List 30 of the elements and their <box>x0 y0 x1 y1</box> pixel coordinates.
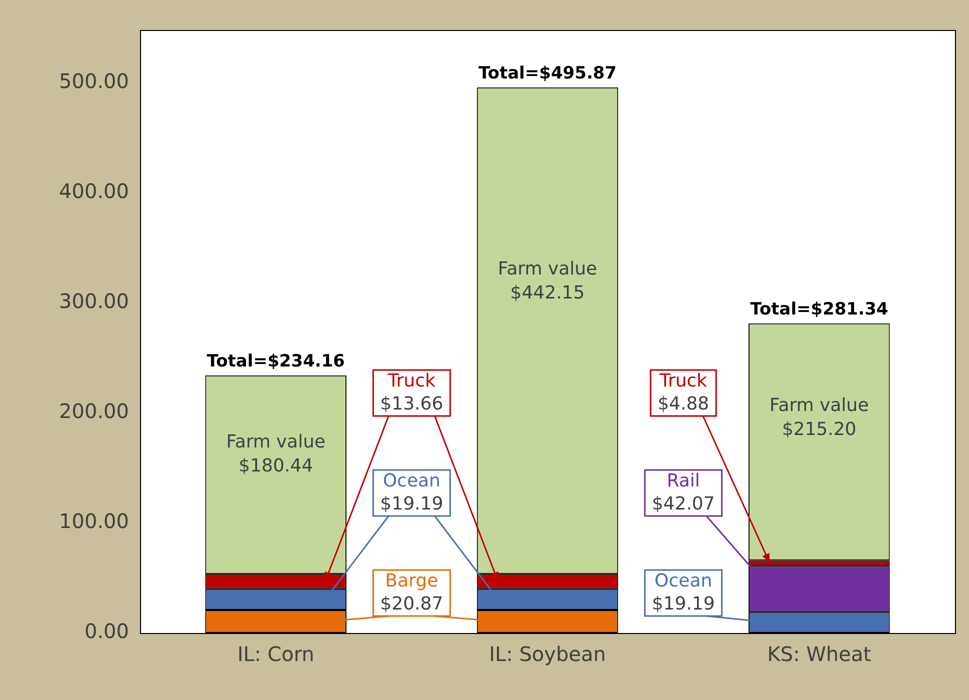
total-label: Total=$495.87 <box>478 63 617 84</box>
text: Farm value <box>770 394 869 416</box>
x-tick-label: IL: Soybean <box>489 642 606 666</box>
y-tick-label: 100.00 <box>59 509 129 534</box>
data-label: $215.20 <box>782 418 856 440</box>
text: Truck <box>658 370 708 392</box>
data-label: $20.87 <box>380 594 444 615</box>
text: Barge <box>385 570 438 592</box>
total-label: Total=$234.16 <box>206 351 345 372</box>
x-tick-label: IL: Corn <box>237 642 314 666</box>
y-tick-label: 500.00 <box>59 69 129 94</box>
y-tick-label: 200.00 <box>59 399 129 424</box>
text: Ocean <box>382 470 440 492</box>
data-label: $13.66 <box>380 394 444 415</box>
y-tick-label: 400.00 <box>59 179 129 204</box>
text: Truck <box>388 370 436 392</box>
data-label: $442.15 <box>510 282 585 304</box>
data-label: $42.07 <box>652 494 715 515</box>
y-tick-label: 300.00 <box>59 289 129 314</box>
data-label: $180.44 <box>238 455 314 476</box>
data-label: $19.19 <box>380 494 444 515</box>
text: Farm value <box>498 258 598 280</box>
data-label: $4.88 <box>658 394 710 415</box>
data-label: $19.19 <box>652 594 715 615</box>
series-label: Farm value <box>226 431 326 452</box>
x-tick-label: KS: Wheat <box>767 642 872 666</box>
y-tick-label: 0.00 <box>84 619 129 644</box>
total-label: Total=$281.34 <box>750 299 888 320</box>
text: Rail <box>666 470 700 492</box>
text: Ocean <box>654 570 712 592</box>
